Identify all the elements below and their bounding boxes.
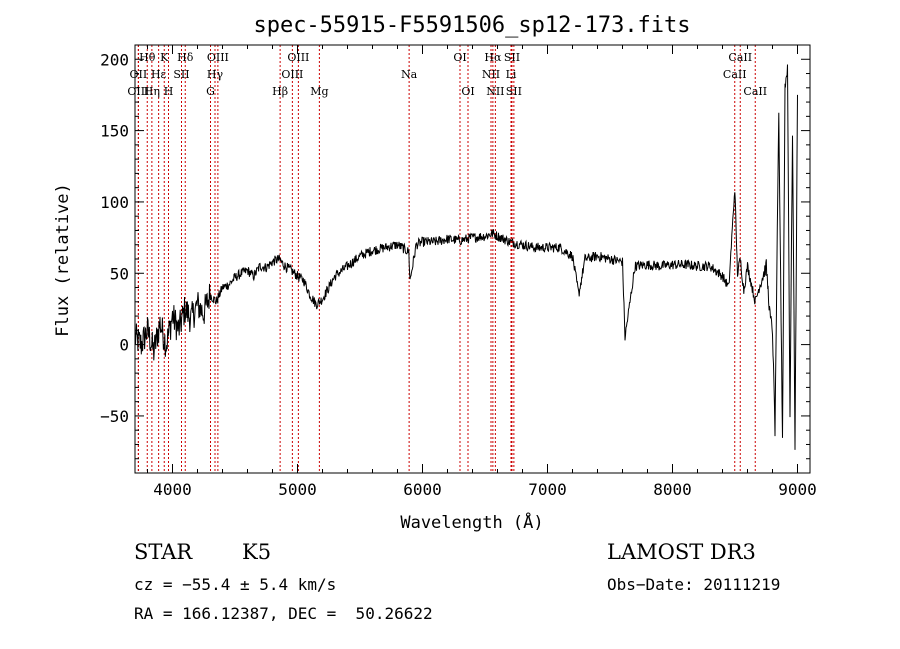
- marker-label: CaII: [723, 68, 747, 81]
- marker-label: CaII: [728, 51, 752, 64]
- marker-label: Li: [506, 68, 517, 81]
- y-axis-label: Flux (relative): [53, 183, 73, 337]
- x-tick-label: 6000: [403, 480, 442, 499]
- y-tick-label: 100: [100, 193, 129, 212]
- x-tick-label: 7000: [528, 480, 567, 499]
- marker-label: OII: [130, 68, 148, 81]
- x-axis-ticks: 4000 5000 6000 7000 8000 9000: [147, 45, 817, 499]
- marker-label: SII: [504, 51, 520, 64]
- x-tick-label: 5000: [278, 480, 317, 499]
- y-tick-label: 150: [100, 122, 129, 141]
- marker-label: OIII: [281, 68, 303, 81]
- marker-label: Hη: [144, 85, 160, 98]
- marker-label: OI: [461, 85, 474, 98]
- marker-label: CaII: [743, 85, 767, 98]
- marker-label: G: [206, 85, 215, 98]
- y-tick-label: 50: [110, 264, 129, 283]
- marker-label: OIII: [287, 51, 309, 64]
- x-axis-label: Wavelength (Å): [400, 511, 543, 533]
- spectrum-chart: spec-55915-F5591506_sp12-173.fits Hθ OII O…: [53, 13, 817, 533]
- marker-label: Hδ: [177, 51, 194, 64]
- marker-label: SII: [506, 85, 522, 98]
- marker-label: OIII: [207, 51, 229, 64]
- object-subclass: K5: [242, 540, 272, 564]
- emission-line-markers: [137, 45, 756, 473]
- marker-label: NII: [486, 85, 504, 98]
- object-class: STAR: [134, 540, 193, 564]
- marker-label: SII: [173, 68, 189, 81]
- marker-label: NII: [482, 68, 500, 81]
- spectrum-line: [134, 64, 798, 450]
- marker-label: Hε: [151, 68, 167, 81]
- chart-title: spec-55915-F5591506_sp12-173.fits: [253, 13, 690, 38]
- marker-label: Hα: [484, 51, 502, 64]
- marker-label: Hγ: [207, 68, 224, 81]
- marker-label: Hβ: [272, 85, 288, 98]
- marker-label: OI: [453, 51, 466, 64]
- y-tick-label: 200: [100, 50, 129, 69]
- plot-frame: [134, 44, 811, 474]
- marker-label: Hθ: [139, 51, 156, 64]
- observation-date: Obs−Date: 20111219: [607, 575, 781, 594]
- marker-label: OIII: [127, 85, 149, 98]
- marker-label: Na: [401, 68, 418, 81]
- coordinates: RA = 166.12387, DEC = 50.26622: [134, 604, 433, 623]
- redshift-velocity: cz = −55.4 ± 5.4 km/s: [134, 575, 337, 594]
- marker-label: K: [160, 51, 169, 64]
- y-tick-label: −50: [100, 407, 129, 426]
- marker-label: Mg: [310, 85, 328, 98]
- x-tick-label: 8000: [653, 480, 692, 499]
- y-axis-ticks: −50 0 50 100 150 200: [100, 50, 810, 460]
- x-tick-label: 9000: [778, 480, 817, 499]
- y-tick-label: 0: [119, 336, 129, 355]
- x-tick-label: 4000: [153, 480, 192, 499]
- marker-label: H: [164, 85, 174, 98]
- survey-name: LAMOST DR3: [607, 540, 756, 564]
